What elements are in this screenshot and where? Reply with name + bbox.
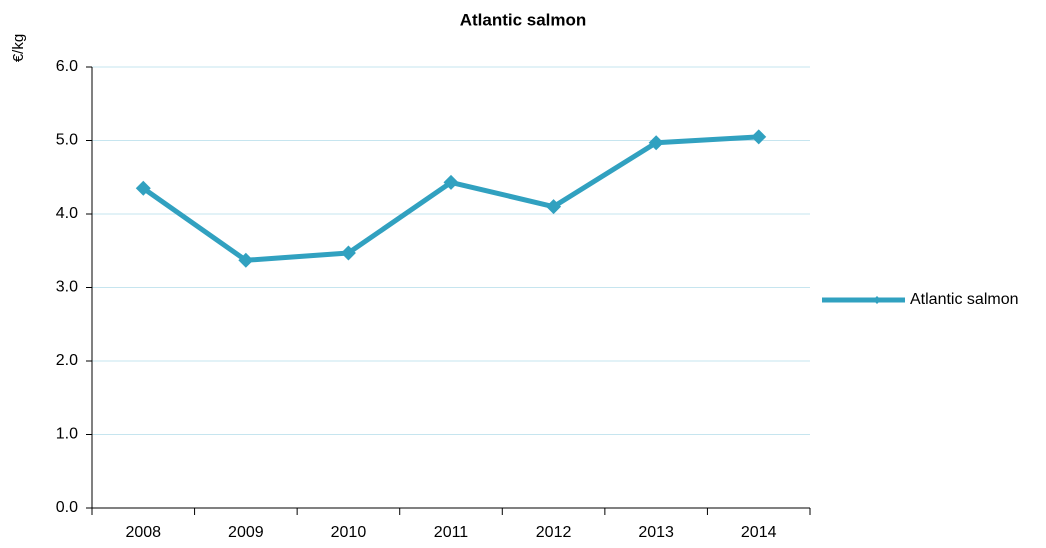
x-tick-label: 2010 [331,524,367,541]
point-marker [648,135,664,151]
legend-label: Atlantic salmon [910,291,1019,308]
y-tick-label: 4.0 [56,205,78,222]
x-tick-label: 2013 [638,524,674,541]
x-tick-label: 2014 [741,524,777,541]
x-tick-label: 2012 [536,524,572,541]
y-tick-label: 6.0 [56,58,78,75]
y-tick-label: 1.0 [56,426,78,443]
series-line [141,134,759,263]
point-marker [238,252,254,268]
point-marker [443,174,459,190]
y-tick-label: 3.0 [56,279,78,296]
point-marker [340,245,356,261]
x-tick-label: 2009 [228,524,264,541]
point-marker [135,180,151,196]
point-marker [751,129,767,145]
y-tick-label: 0.0 [56,499,78,516]
chart-title: Atlantic salmon [460,10,587,29]
x-tick-label: 2011 [434,524,469,541]
y-tick-label: 5.0 [56,132,78,149]
legend-marker [873,296,881,304]
point-marker [546,199,562,215]
y-axis-label: €/kg [10,34,27,62]
x-tick-label: 2008 [125,524,161,541]
y-tick-label: 2.0 [56,352,78,369]
